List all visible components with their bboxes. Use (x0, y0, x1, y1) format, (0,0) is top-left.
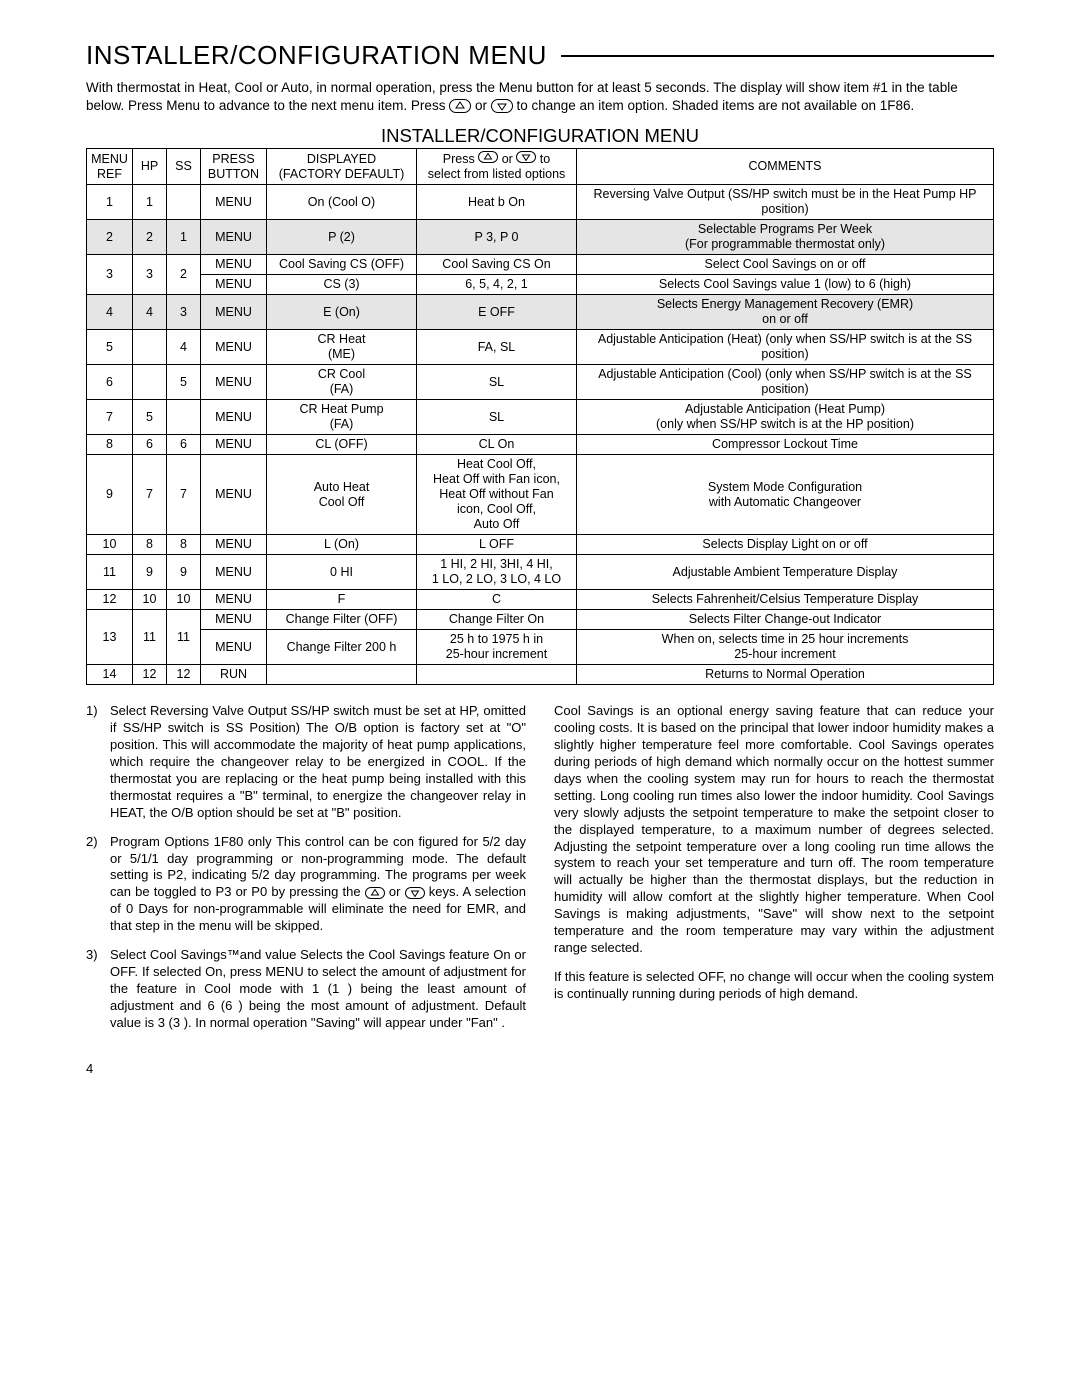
note-paragraph: If this feature is selected OFF, no chan… (554, 969, 994, 1003)
table-row: 54MENUCR Heat(ME)FA, SLAdjustable Antici… (87, 330, 994, 365)
title-text: INSTALLER/CONFIGURATION MENU (86, 40, 547, 71)
page-title: INSTALLER/CONFIGURATION MENU (86, 40, 994, 71)
table-row: 1088MENUL (On)L OFFSelects Display Light… (87, 535, 994, 555)
page-number: 4 (86, 1061, 994, 1076)
note-item: 3)Select Cool Savings™and value Selects … (86, 947, 526, 1031)
table-row: MENUChange Filter 200 h25 h to 1975 h in… (87, 630, 994, 665)
th-menu-ref: MENUREF (87, 149, 133, 185)
intro-paragraph: With thermostat in Heat, Cool or Auto, i… (86, 79, 994, 115)
note-item: 1)Select Reversing Valve Output SS/HP sw… (86, 703, 526, 821)
th-options: Press or toselect from listed options (417, 149, 577, 185)
th-comments: COMMENTS (577, 149, 994, 185)
up-arrow-icon (478, 151, 498, 163)
down-arrow-icon (516, 151, 536, 163)
note-item: 2)Program Options 1F80 only This control… (86, 834, 526, 935)
table-header-row: MENUREF HP SS PRESSBUTTON DISPLAYED(FACT… (87, 149, 994, 185)
th-ss: SS (167, 149, 201, 185)
table-row: 443MENUE (On)E OFFSelects Energy Managem… (87, 295, 994, 330)
config-table: MENUREF HP SS PRESSBUTTON DISPLAYED(FACT… (86, 148, 994, 685)
table-row: MENUCS (3)6, 5, 4, 2, 1Selects Cool Savi… (87, 275, 994, 295)
up-arrow-icon (449, 99, 471, 113)
table-row: 977MENUAuto HeatCool OffHeat Cool Off,He… (87, 455, 994, 535)
table-row: 221MENUP (2)P 3, P 0Selectable Programs … (87, 220, 994, 255)
table-row: 65MENUCR Cool(FA)SLAdjustable Anticipati… (87, 365, 994, 400)
table-row: 141212RUNReturns to Normal Operation (87, 665, 994, 685)
table-title: INSTALLER/CONFIGURATION MENU (86, 125, 994, 147)
note-paragraph: Cool Savings is an optional energy savin… (554, 703, 994, 956)
table-row: 11MENUOn (Cool O)Heat b OnReversing Valv… (87, 185, 994, 220)
notes-right-column: Cool Savings is an optional energy savin… (554, 703, 994, 1043)
table-row: 332MENUCool Saving CS (OFF)Cool Saving C… (87, 255, 994, 275)
table-row: 131111MENUChange Filter (OFF)Change Filt… (87, 610, 994, 630)
th-hp: HP (133, 149, 167, 185)
th-press: PRESSBUTTON (201, 149, 267, 185)
table-row: 75MENUCR Heat Pump(FA)SLAdjustable Antic… (87, 400, 994, 435)
down-arrow-icon (491, 99, 513, 113)
notes-columns: 1)Select Reversing Valve Output SS/HP sw… (86, 703, 994, 1043)
th-displayed: DISPLAYED(FACTORY DEFAULT) (267, 149, 417, 185)
table-row: 866MENUCL (OFF)CL OnCompressor Lockout T… (87, 435, 994, 455)
up-arrow-icon (365, 887, 385, 899)
down-arrow-icon (405, 887, 425, 899)
table-row: 1199MENU0 HI1 HI, 2 HI, 3HI, 4 HI,1 LO, … (87, 555, 994, 590)
table-row: 121010MENUFCSelects Fahrenheit/Celsius T… (87, 590, 994, 610)
notes-left-column: 1)Select Reversing Valve Output SS/HP sw… (86, 703, 526, 1043)
title-rule (561, 55, 994, 57)
